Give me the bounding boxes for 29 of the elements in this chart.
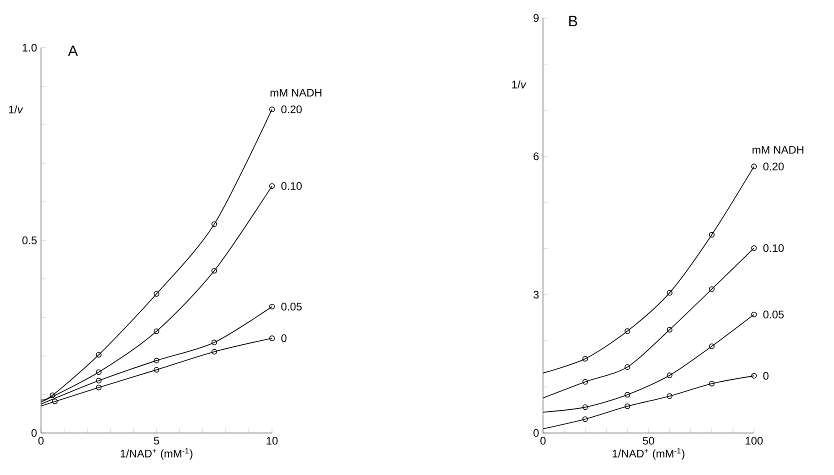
series-label: 0.10 [763,244,784,252]
x-axis-title: 1/NAD$^{+}$ (mM$^{-1}$) [120,448,192,460]
chart-title: A [68,46,78,56]
x-tick-label: 0 [38,436,44,445]
y-axis-title: 1/v [8,105,24,114]
y-tick-label: 0 [31,429,37,437]
legend-title: mM NADH [270,88,322,96]
x-tick-label: 10 [266,436,278,445]
y-axis-title: 1/v [512,80,526,88]
x-tick-label: 50 [642,436,654,445]
x-axis-title: 1/NAD$^{+}$ (mM$^{-1}$) [612,448,684,460]
series-label: 0.05 [281,302,302,310]
y-tick-label: 9 [534,14,539,22]
chart-title: B [569,16,578,26]
x-tick-label: 5 [154,436,160,444]
y-tick-label: 0.5 [22,236,37,244]
series-label: 0.20 [763,162,784,170]
x-tick-label: 0 [540,436,546,445]
series-label: 0.20 [281,105,302,114]
series-label: 0 [281,334,287,342]
y-tick-label: 3 [533,290,539,299]
x-tick-label: 100 [746,436,763,445]
legend-title: mM NADH [752,146,804,154]
series-label: 0.05 [763,310,784,318]
y-tick-label: 1.0 [22,44,37,52]
series-label: 0.10 [281,182,302,190]
series-label: 0 [763,372,769,380]
y-tick-label: 6 [534,152,539,160]
y-tick-label: 0 [533,429,539,437]
